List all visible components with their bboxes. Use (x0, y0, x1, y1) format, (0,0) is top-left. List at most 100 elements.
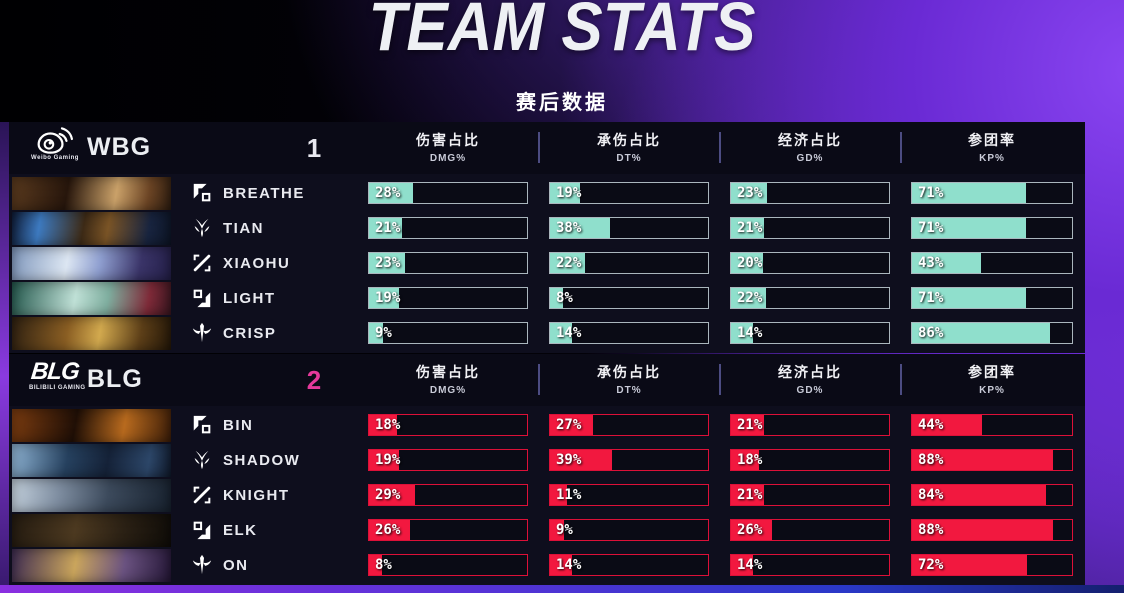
page-title: TEAM STATS (368, 0, 756, 66)
dmg-percent-bar: 19% (368, 449, 528, 471)
bar-fill (369, 323, 384, 343)
gd-percent-bar: 21% (730, 484, 890, 506)
dt-percent-value: 27% (556, 417, 582, 433)
bar-fill (369, 415, 398, 435)
dt-percent-bar: 8% (549, 287, 709, 309)
top-lane-icon (191, 414, 213, 436)
bar-fill (369, 253, 406, 273)
gd-percent-value: 22% (737, 290, 763, 306)
page-subtitle: 赛后数据 (516, 92, 608, 114)
gd-percent-bar: 21% (730, 217, 890, 239)
bar-fill (731, 485, 765, 505)
bar-fill (731, 450, 760, 470)
dt-percent-bar: 27% (549, 414, 709, 436)
kp-percent-bar: 72% (911, 554, 1073, 576)
dmg-percent-value: 19% (375, 290, 401, 306)
player-name: KNIGHT (223, 487, 290, 504)
player-row: CRISP 9% 14% 14% 86% (9, 317, 1085, 350)
jungle-lane-icon (191, 449, 213, 471)
dmg-percent-value: 28% (375, 185, 401, 201)
champion-portrait (12, 282, 171, 315)
column-divider (719, 364, 721, 395)
champion-portrait (12, 247, 171, 280)
player-name: BREATHE (223, 185, 305, 202)
bar-fill (550, 485, 568, 505)
stats-panel: Weibo Gaming WBG 1 伤害占比 DMG% 承伤占比 DT% 经济… (9, 122, 1085, 585)
team-section-wbg: Weibo Gaming WBG 1 伤害占比 DMG% 承伤占比 DT% 经济… (9, 122, 1085, 353)
column-header-dt: 承伤占比 DT% (597, 132, 661, 164)
dt-percent-value: 14% (556, 325, 582, 341)
bar-fill (912, 555, 1028, 575)
champion-portrait (12, 317, 171, 350)
dmg-percent-bar: 18% (368, 414, 528, 436)
champion-portrait (12, 444, 171, 477)
weibo-gaming-logo: Weibo Gaming (29, 127, 81, 161)
player-name: TIAN (223, 220, 264, 237)
bar-fill (731, 520, 773, 540)
dmg-percent-value: 26% (375, 522, 401, 538)
team-section-blg: BLG BILIBILI GAMING BLG 2 伤害占比 DMG% 承伤占比… (9, 354, 1085, 585)
champion-portrait (12, 177, 171, 210)
bar-fill (912, 183, 1026, 203)
blg-player-rows: BIN 18% 27% 21% 44% SHADOW 19% 39% (9, 354, 1085, 585)
bar-fill (550, 450, 612, 470)
gd-percent-value: 21% (737, 487, 763, 503)
bar-fill (550, 183, 581, 203)
wbg-logo-caption: Weibo Gaming (31, 155, 79, 161)
support-lane-icon (191, 322, 213, 344)
gd-percent-bar: 23% (730, 182, 890, 204)
kp-percent-bar: 43% (911, 252, 1073, 274)
bar-fill (369, 555, 382, 575)
kp-percent-bar: 86% (911, 322, 1073, 344)
champion-portrait (12, 409, 171, 442)
kp-percent-value: 88% (918, 522, 944, 538)
dt-percent-bar: 9% (549, 519, 709, 541)
kp-percent-value: 43% (918, 255, 944, 271)
column-header-gd: 经济占比 GD% (778, 132, 842, 164)
kp-percent-bar: 84% (911, 484, 1073, 506)
bar-fill (369, 520, 411, 540)
gd-percent-value: 14% (737, 557, 763, 573)
blg-logo-caption: BILIBILI GAMING (29, 385, 86, 391)
bar-fill (369, 218, 403, 238)
kp-percent-value: 84% (918, 487, 944, 503)
kp-percent-value: 44% (918, 417, 944, 433)
dt-percent-value: 22% (556, 255, 582, 271)
dmg-percent-value: 19% (375, 452, 401, 468)
player-name: SHADOW (223, 452, 301, 469)
weibo-eye-icon (37, 127, 74, 154)
kp-percent-value: 71% (918, 220, 944, 236)
dmg-percent-value: 18% (375, 417, 401, 433)
bar-fill (731, 218, 765, 238)
bar-fill (912, 288, 1026, 308)
kp-percent-value: 71% (918, 290, 944, 306)
dt-percent-bar: 14% (549, 554, 709, 576)
top-lane-icon (191, 182, 213, 204)
dmg-percent-bar: 21% (368, 217, 528, 239)
bar-fill (912, 485, 1047, 505)
bar-fill (912, 520, 1053, 540)
dt-percent-bar: 38% (549, 217, 709, 239)
player-row: BIN 18% 27% 21% 44% (9, 409, 1085, 442)
dmg-percent-bar: 29% (368, 484, 528, 506)
dmg-percent-bar: 9% (368, 322, 528, 344)
bar-fill (912, 450, 1053, 470)
player-name: XIAOHU (223, 255, 291, 272)
dmg-percent-value: 9% (375, 325, 392, 341)
bar-fill (550, 288, 563, 308)
bar-fill (731, 415, 765, 435)
team-name-wbg: WBG (87, 133, 152, 161)
player-row: KNIGHT 29% 11% 21% 84% (9, 479, 1085, 512)
player-row: TIAN 21% 38% 21% 71% (9, 212, 1085, 245)
column-header-gd: 经济占比 GD% (778, 364, 842, 396)
dt-percent-value: 38% (556, 220, 582, 236)
dt-percent-value: 9% (556, 522, 573, 538)
bar-fill (550, 218, 611, 238)
dmg-percent-bar: 8% (368, 554, 528, 576)
dt-percent-bar: 22% (549, 252, 709, 274)
bar-fill (369, 183, 414, 203)
column-divider (900, 364, 902, 395)
player-name: ELK (223, 522, 258, 539)
jungle-lane-icon (191, 217, 213, 239)
column-divider (900, 132, 902, 163)
